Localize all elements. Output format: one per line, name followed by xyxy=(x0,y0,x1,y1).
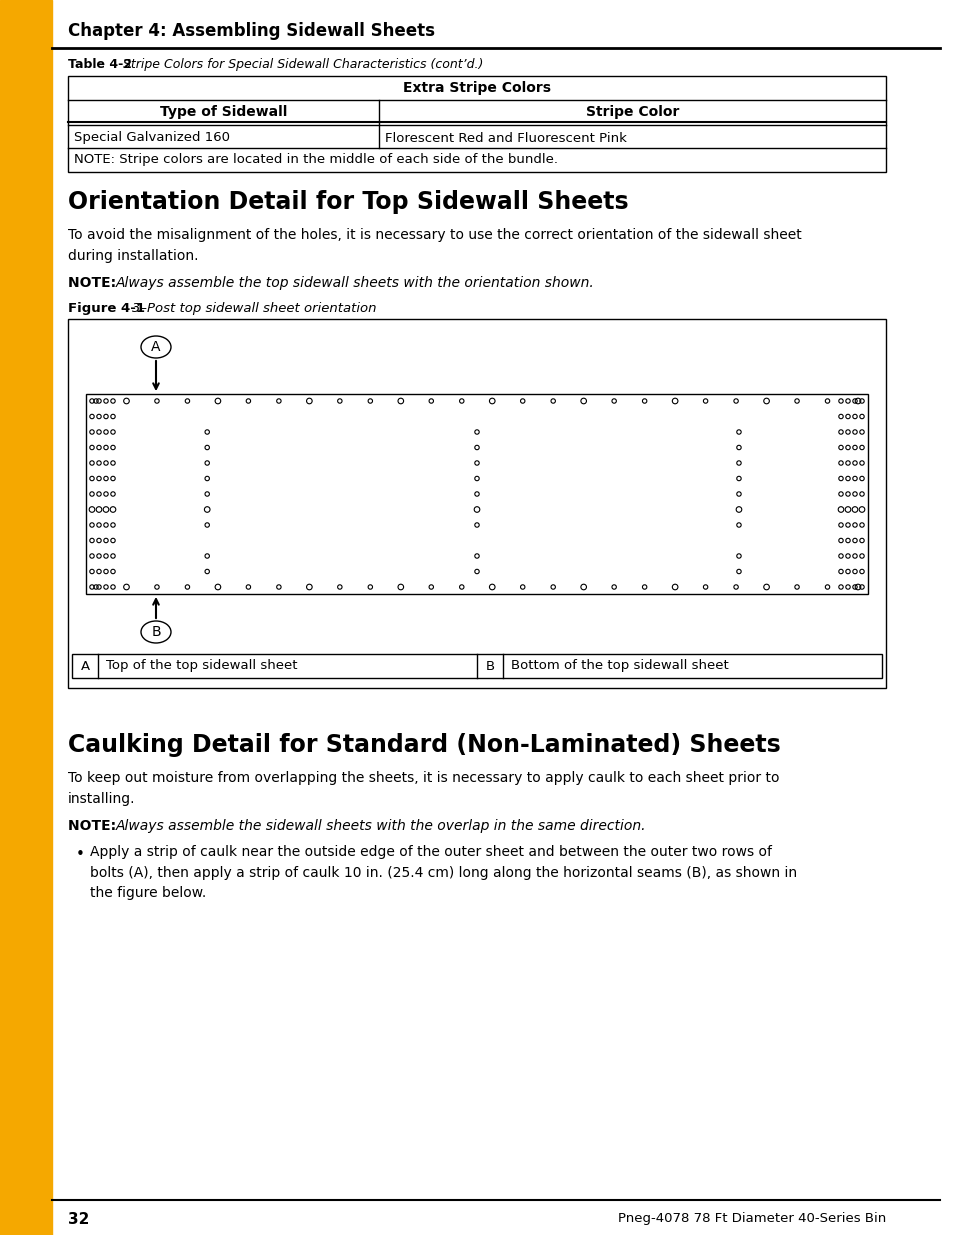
Text: Table 4-2: Table 4-2 xyxy=(68,58,136,70)
Text: Always assemble the sidewall sheets with the overlap in the same direction.: Always assemble the sidewall sheets with… xyxy=(116,819,646,832)
Text: Apply a strip of caulk near the outside edge of the outer sheet and between the : Apply a strip of caulk near the outside … xyxy=(90,845,797,900)
Text: Bottom of the top sidewall sheet: Bottom of the top sidewall sheet xyxy=(511,659,728,673)
Text: To keep out moisture from overlapping the sheets, it is necessary to apply caulk: To keep out moisture from overlapping th… xyxy=(68,771,779,805)
Text: B: B xyxy=(485,659,494,673)
Text: A: A xyxy=(152,340,161,354)
Text: To avoid the misalignment of the holes, it is necessary to use the correct orien: To avoid the misalignment of the holes, … xyxy=(68,228,801,263)
Text: 32: 32 xyxy=(68,1212,90,1228)
Ellipse shape xyxy=(141,336,171,358)
Text: Always assemble the top sidewall sheets with the orientation shown.: Always assemble the top sidewall sheets … xyxy=(116,275,594,290)
Text: Pneg-4078 78 Ft Diameter 40-Series Bin: Pneg-4078 78 Ft Diameter 40-Series Bin xyxy=(618,1212,885,1225)
Text: Figure 4-1: Figure 4-1 xyxy=(68,303,150,315)
Text: 3–Post top sidewall sheet orientation: 3–Post top sidewall sheet orientation xyxy=(132,303,376,315)
Text: Caulking Detail for Standard (Non-Laminated) Sheets: Caulking Detail for Standard (Non-Lamina… xyxy=(68,734,780,757)
Bar xyxy=(71,655,882,678)
Text: Special Galvanized 160: Special Galvanized 160 xyxy=(74,131,230,144)
Text: Type of Sidewall: Type of Sidewall xyxy=(159,105,287,119)
Text: Orientation Detail for Top Sidewall Sheets: Orientation Detail for Top Sidewall Shee… xyxy=(68,190,628,214)
Bar xyxy=(0,0,52,1235)
Ellipse shape xyxy=(141,621,171,643)
Text: Top of the top sidewall sheet: Top of the top sidewall sheet xyxy=(106,659,297,673)
Bar xyxy=(68,319,885,688)
Bar xyxy=(68,77,885,172)
Text: Chapter 4: Assembling Sidewall Sheets: Chapter 4: Assembling Sidewall Sheets xyxy=(68,22,435,40)
Text: A: A xyxy=(80,659,90,673)
Text: NOTE: Stripe colors are located in the middle of each side of the bundle.: NOTE: Stripe colors are located in the m… xyxy=(74,153,558,167)
Text: B: B xyxy=(151,625,161,638)
Text: •: • xyxy=(76,847,85,862)
Text: Stripe Color: Stripe Color xyxy=(585,105,679,119)
Bar xyxy=(86,394,867,594)
Text: NOTE:: NOTE: xyxy=(68,275,121,290)
Text: Extra Stripe Colors: Extra Stripe Colors xyxy=(402,82,551,95)
Text: Florescent Red and Fluorescent Pink: Florescent Red and Fluorescent Pink xyxy=(384,131,626,144)
Text: Stripe Colors for Special Sidewall Characteristics (cont’d.): Stripe Colors for Special Sidewall Chara… xyxy=(123,58,483,70)
Text: NOTE:: NOTE: xyxy=(68,819,121,832)
